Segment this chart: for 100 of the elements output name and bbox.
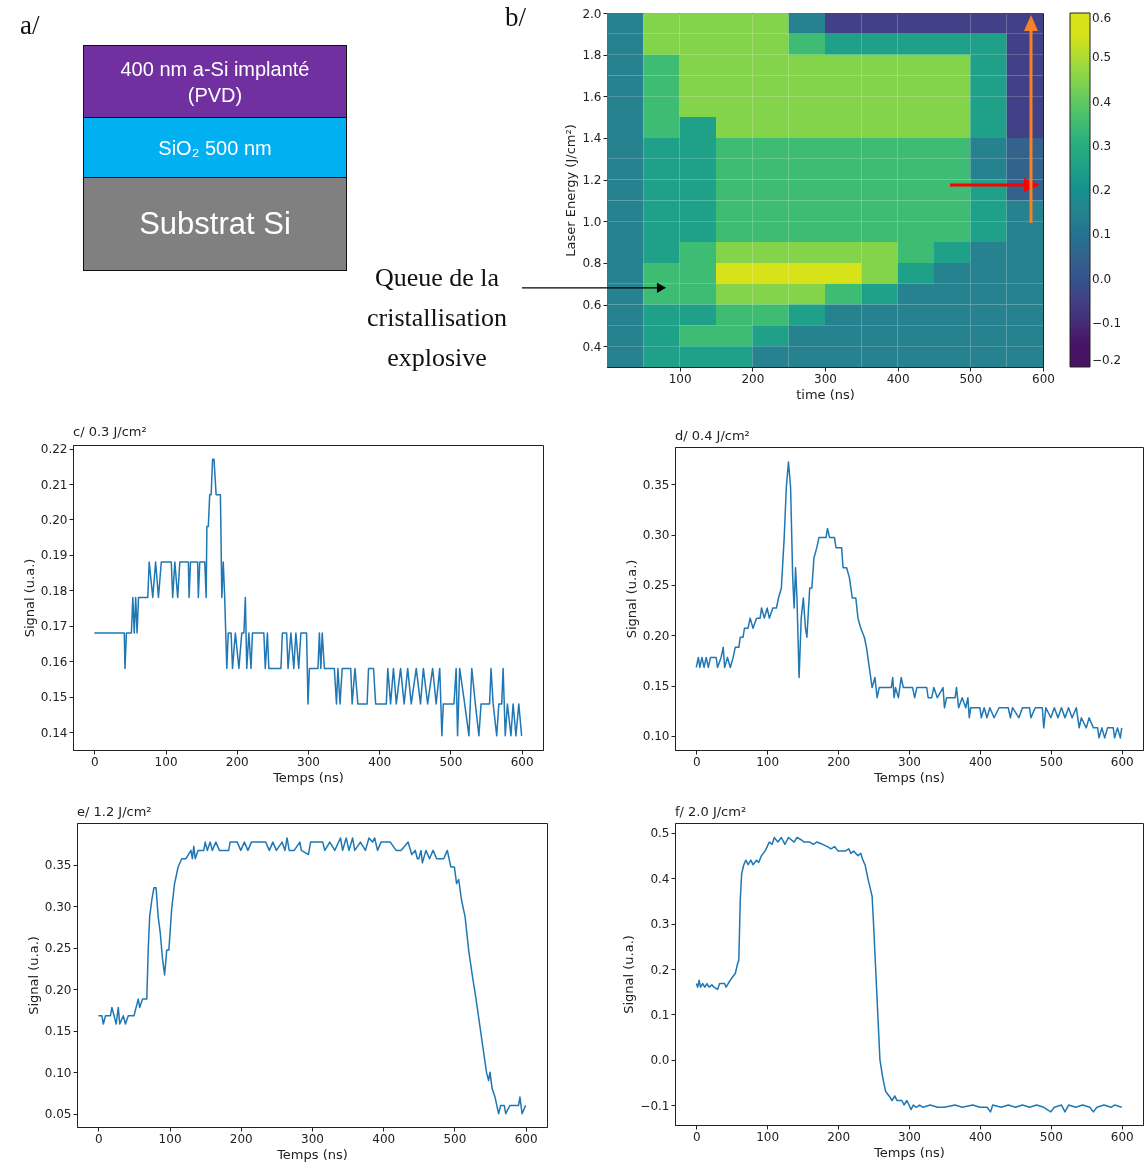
x-tick-label: 500 (1039, 754, 1063, 769)
y-tick-label: 0.4 (582, 339, 602, 354)
x-tick-label: 200 (827, 754, 851, 769)
y-tick-label: 0.20 (642, 628, 670, 643)
y-tick-label: 0.3 (650, 917, 670, 932)
y-tick-label: 2.0 (582, 6, 602, 21)
y-tick-label: 0.20 (40, 512, 68, 527)
y-tick-label: 0.21 (40, 477, 68, 492)
y-tick-label: 1.6 (582, 89, 602, 104)
y-tick-label: 0.16 (40, 654, 68, 669)
y-tick-label: 0.4 (650, 871, 670, 886)
line-series (695, 461, 1123, 739)
x-tick-label: 500 (439, 754, 463, 769)
y-tick-label: 0.15 (40, 690, 68, 705)
y-tick-label: 0.20 (44, 982, 72, 997)
x-tick-label: 100 (756, 1129, 780, 1144)
x-tick-label: 500 (959, 371, 983, 386)
x-tick-label: 0 (692, 1129, 701, 1144)
y-tick-label: 0.05 (44, 1107, 72, 1122)
x-tick-label: 100 (154, 754, 178, 769)
color-bar-label: −0.1 (1092, 315, 1122, 330)
y-tick-label: 1.2 (582, 173, 602, 188)
y-tick-label: 0.35 (642, 477, 670, 492)
color-bar-label: 0.0 (1092, 271, 1112, 286)
layer-block: SiO₂ 500 nm (83, 117, 347, 178)
y-tick-label: 0.6 (582, 298, 602, 313)
y-tick-label: 0.2 (650, 962, 670, 977)
category-label: Substrat Si (138, 204, 292, 243)
chart-title: b/ (505, 2, 527, 32)
x-tick-label: 100 (668, 371, 692, 386)
category-label: SiO₂ 500 nm (157, 135, 273, 161)
x-tick-label: 0 (95, 1131, 103, 1146)
y-tick-label: 1.0 (582, 214, 602, 229)
y-tick-label: 1.8 (582, 48, 602, 63)
x-tick-label: 300 (297, 754, 320, 769)
y-tick-label: 0.10 (44, 1065, 72, 1080)
y-axis-title: Signal (u.a.) (623, 559, 639, 639)
y-tick-label: 0.0 (650, 1053, 670, 1068)
y-tick-label: −0.1 (640, 1098, 670, 1113)
y-tick-label: 0.17 (40, 619, 68, 634)
y-axis-title: Laser Energy (J/cm²) (563, 124, 579, 257)
annotation: Queue de la cristallisation explosive (366, 262, 508, 372)
x-tick-label: 100 (756, 754, 780, 769)
y-tick-label: 0.1 (650, 1007, 670, 1022)
x-tick-label: 400 (968, 1129, 992, 1144)
color-bar-label: 0.1 (1092, 227, 1112, 242)
y-tick-label: 0.25 (44, 941, 72, 956)
x-tick-label: 600 (1032, 371, 1055, 386)
y-tick-label: 0.10 (642, 729, 670, 744)
x-tick-label: 600 (1110, 754, 1134, 769)
chart-title: f/ 2.0 J/cm² (675, 804, 747, 819)
y-tick-label: 0.5 (650, 826, 670, 841)
layer-block: Substrat Si (83, 177, 347, 271)
x-axis-title: Temps (ns) (873, 1144, 945, 1160)
color-bar-label: 0.6 (1092, 11, 1112, 25)
y-tick-label: 0.15 (44, 1024, 72, 1039)
x-tick-label: 300 (898, 754, 921, 769)
x-tick-label: 500 (1039, 1129, 1063, 1144)
y-axis-title: Signal (u.a.) (21, 558, 37, 638)
y-tick-label: 1.4 (582, 131, 602, 146)
chart-title: e/ 1.2 J/cm² (77, 804, 152, 819)
x-tick-label: 200 (229, 1131, 253, 1146)
chart-title: c/ 0.3 J/cm² (73, 423, 147, 439)
y-tick-label: 0.14 (40, 725, 68, 740)
x-tick-label: 100 (158, 1131, 182, 1146)
category-label: 400 nm a-Si implanté (PVD) (119, 56, 311, 108)
color-bar-label: −0.2 (1092, 353, 1122, 367)
x-tick-label: 600 (510, 754, 534, 769)
x-tick-label: 300 (301, 1131, 324, 1146)
y-tick-label: 0.25 (642, 578, 670, 593)
line-series (97, 837, 527, 1115)
x-tick-label: 400 (368, 754, 392, 769)
x-tick-label: 400 (968, 754, 992, 769)
x-axis-title: Temps (ns) (276, 1146, 348, 1162)
x-tick-label: 300 (898, 1129, 921, 1144)
y-tick-label: 0.15 (642, 679, 670, 694)
x-tick-label: 0 (692, 754, 701, 769)
x-axis-title: Temps (ns) (272, 769, 344, 785)
x-tick-label: 400 (886, 371, 910, 386)
x-tick-label: 500 (443, 1131, 467, 1146)
y-tick-label: 0.19 (40, 548, 68, 563)
layer-block: 400 nm a-Si implanté (PVD) (83, 45, 347, 118)
y-axis-title: Signal (u.a.) (621, 935, 637, 1014)
y-axis-title: Signal (u.a.) (25, 936, 41, 1015)
line-series (695, 836, 1123, 1113)
y-tick-label: 0.30 (642, 528, 670, 543)
x-tick-label: 600 (514, 1131, 538, 1146)
chart-title: d/ 0.4 J/cm² (675, 428, 750, 443)
x-tick-label: 600 (1110, 1129, 1134, 1144)
x-tick-label: 200 (741, 371, 765, 386)
x-tick-label: 400 (372, 1131, 396, 1146)
y-tick-label: 0.30 (44, 899, 72, 914)
y-tick-label: 0.18 (40, 583, 68, 598)
x-tick-label: 200 (225, 754, 249, 769)
x-axis-title: time (ns) (796, 386, 855, 402)
x-tick-label: 0 (91, 754, 99, 769)
x-tick-label: 300 (814, 371, 837, 386)
color-bar-label: 0.2 (1092, 183, 1112, 197)
x-axis-title: Temps (ns) (873, 769, 945, 785)
color-bar-label: 0.4 (1092, 94, 1112, 109)
